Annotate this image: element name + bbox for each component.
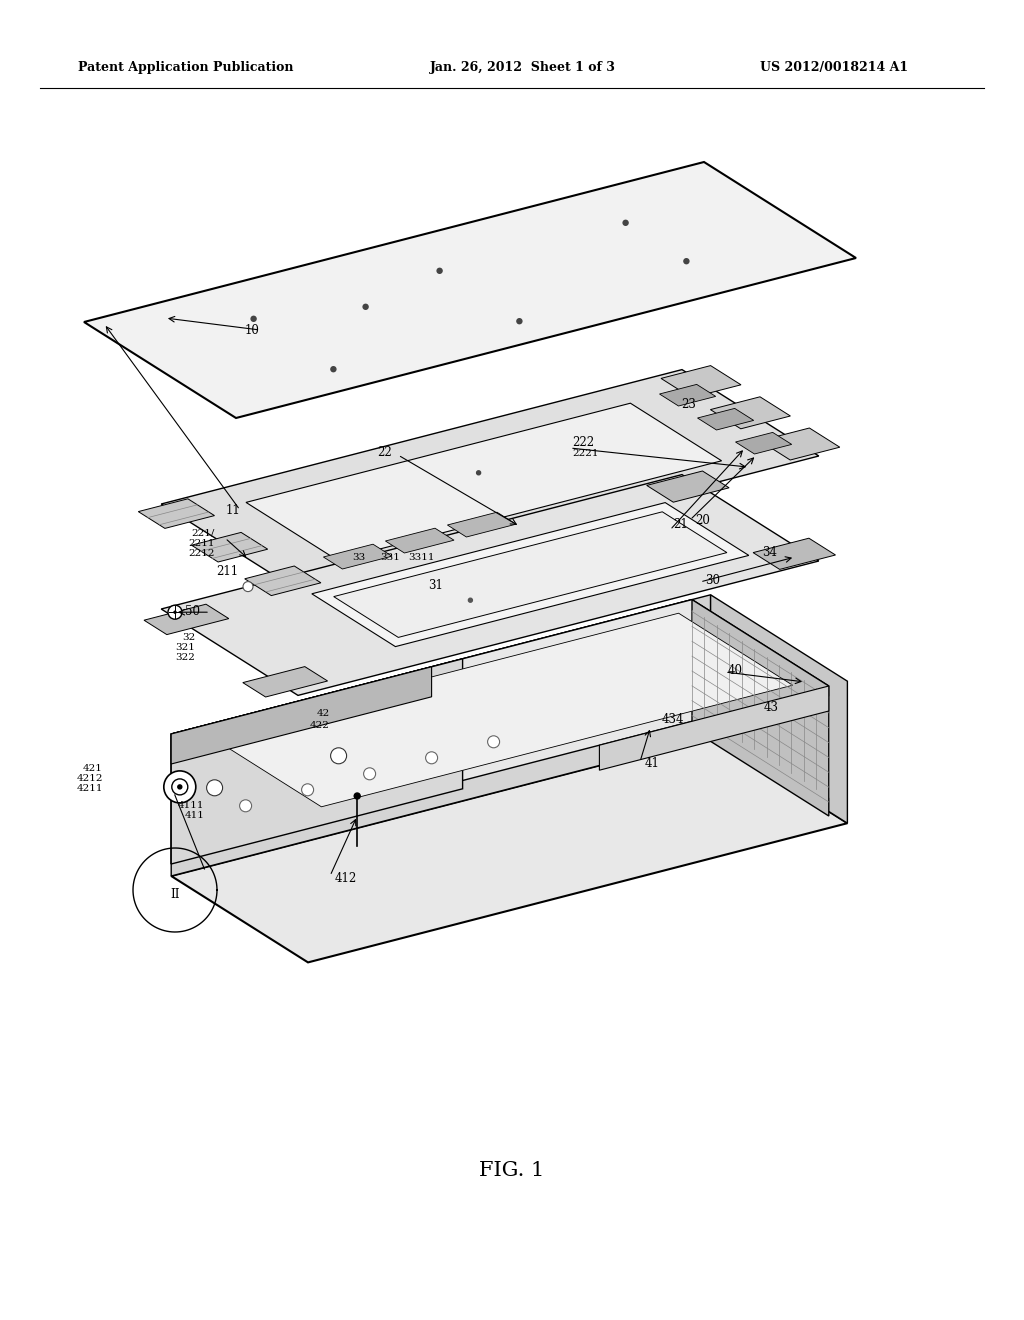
Polygon shape xyxy=(243,667,328,697)
Circle shape xyxy=(468,598,472,602)
Text: 2211: 2211 xyxy=(188,539,215,548)
Text: 211: 211 xyxy=(216,565,238,578)
Polygon shape xyxy=(760,428,840,459)
Text: 321: 321 xyxy=(175,643,196,652)
Circle shape xyxy=(211,784,218,792)
Polygon shape xyxy=(324,544,392,569)
Text: 3311: 3311 xyxy=(409,553,435,562)
Polygon shape xyxy=(447,512,516,537)
Text: 11: 11 xyxy=(225,503,240,516)
Circle shape xyxy=(164,771,196,803)
Text: Jan. 26, 2012  Sheet 1 of 3: Jan. 26, 2012 Sheet 1 of 3 xyxy=(430,62,615,74)
Text: 10: 10 xyxy=(245,323,260,337)
Circle shape xyxy=(354,793,360,799)
Text: 40: 40 xyxy=(728,664,743,676)
Circle shape xyxy=(240,800,252,812)
Text: 4111: 4111 xyxy=(178,801,205,810)
Polygon shape xyxy=(171,599,828,821)
Polygon shape xyxy=(662,366,741,397)
Text: US 2012/0018214 A1: US 2012/0018214 A1 xyxy=(760,62,908,74)
Text: FIG. 1: FIG. 1 xyxy=(479,1160,545,1180)
Circle shape xyxy=(243,582,253,591)
Circle shape xyxy=(168,605,182,619)
Text: 33: 33 xyxy=(352,553,366,562)
Text: 434: 434 xyxy=(662,713,684,726)
Polygon shape xyxy=(711,397,791,429)
Polygon shape xyxy=(171,599,692,865)
Text: 21: 21 xyxy=(673,519,688,532)
Circle shape xyxy=(476,471,480,475)
Polygon shape xyxy=(144,605,228,635)
Circle shape xyxy=(437,268,442,273)
Text: Patent Application Publication: Patent Application Publication xyxy=(78,62,294,74)
Polygon shape xyxy=(311,503,749,647)
Text: 412: 412 xyxy=(335,871,357,884)
Polygon shape xyxy=(697,408,754,430)
Polygon shape xyxy=(161,475,819,696)
Circle shape xyxy=(207,780,222,796)
Polygon shape xyxy=(647,471,729,502)
Circle shape xyxy=(331,367,336,372)
Text: 22: 22 xyxy=(377,446,392,458)
Polygon shape xyxy=(171,737,848,962)
Circle shape xyxy=(426,752,437,764)
Text: 20: 20 xyxy=(695,513,710,527)
Polygon shape xyxy=(711,595,848,824)
Text: 322: 322 xyxy=(175,653,196,661)
Text: 34: 34 xyxy=(763,545,777,558)
Text: 30: 30 xyxy=(705,573,720,586)
Text: 50: 50 xyxy=(185,605,200,618)
Circle shape xyxy=(364,305,368,309)
Circle shape xyxy=(517,318,522,323)
Polygon shape xyxy=(138,499,214,528)
Polygon shape xyxy=(171,595,711,876)
Circle shape xyxy=(251,317,256,321)
Polygon shape xyxy=(171,667,431,764)
Text: 222: 222 xyxy=(572,437,594,450)
Polygon shape xyxy=(84,162,856,418)
Circle shape xyxy=(174,611,176,614)
Text: 422: 422 xyxy=(310,721,330,730)
Polygon shape xyxy=(191,532,267,562)
Polygon shape xyxy=(208,614,793,807)
Text: 411: 411 xyxy=(184,812,205,820)
Text: 2221: 2221 xyxy=(572,449,598,458)
Text: 421: 421 xyxy=(83,764,102,774)
Circle shape xyxy=(178,785,182,789)
Text: 32: 32 xyxy=(182,632,196,642)
Text: 221/: 221/ xyxy=(191,528,215,537)
Polygon shape xyxy=(171,659,463,865)
Polygon shape xyxy=(161,370,819,590)
Circle shape xyxy=(172,779,187,795)
Text: 4211: 4211 xyxy=(77,784,102,793)
Text: 4212: 4212 xyxy=(77,775,102,783)
Text: 42: 42 xyxy=(316,709,330,718)
Text: 23: 23 xyxy=(682,399,696,412)
Polygon shape xyxy=(385,528,454,553)
Polygon shape xyxy=(599,686,828,770)
Polygon shape xyxy=(735,433,792,454)
Text: II: II xyxy=(170,887,180,900)
Circle shape xyxy=(623,220,628,226)
Text: 331: 331 xyxy=(380,553,400,562)
Text: 43: 43 xyxy=(764,701,778,714)
Text: 31: 31 xyxy=(428,579,442,593)
Circle shape xyxy=(684,259,689,264)
Circle shape xyxy=(331,748,346,764)
Polygon shape xyxy=(334,512,727,638)
Circle shape xyxy=(335,752,343,760)
Circle shape xyxy=(364,768,376,780)
Text: 2212: 2212 xyxy=(188,549,215,557)
Polygon shape xyxy=(659,384,716,407)
Circle shape xyxy=(302,784,313,796)
Polygon shape xyxy=(753,539,836,569)
Polygon shape xyxy=(245,566,321,595)
Text: 41: 41 xyxy=(645,758,659,771)
Polygon shape xyxy=(246,403,722,560)
Circle shape xyxy=(487,735,500,748)
Polygon shape xyxy=(692,599,828,816)
